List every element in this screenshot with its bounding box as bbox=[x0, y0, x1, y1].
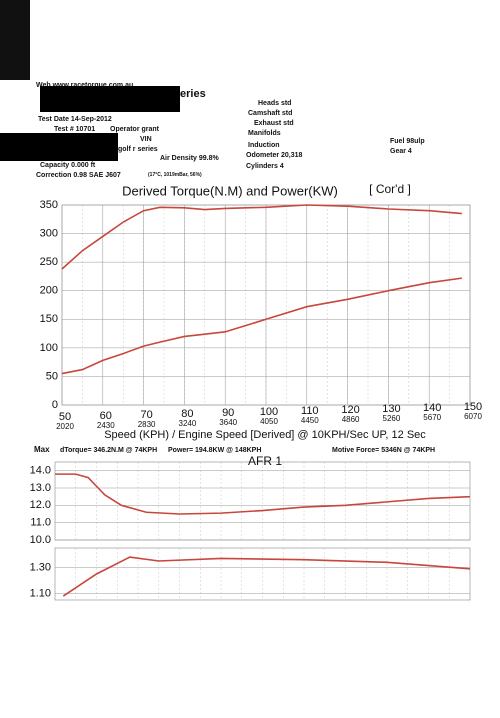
series-line bbox=[61, 204, 462, 270]
max-label: Motive Force= 5346N @ 74KPH bbox=[332, 447, 435, 454]
rpm-label: 4860 bbox=[342, 415, 360, 424]
exhaust: Exhaust std bbox=[254, 120, 294, 127]
x-tick-label: 110 bbox=[301, 405, 319, 417]
x-tick-label: 80 bbox=[181, 408, 193, 420]
rpm-label: 2020 bbox=[56, 422, 74, 431]
series-line bbox=[61, 277, 462, 375]
correction: Correction 0.98 SAE J607 bbox=[36, 172, 121, 179]
air-density: Air Density 99.8% bbox=[160, 155, 219, 162]
redaction bbox=[40, 86, 180, 112]
x-tick-label: 130 bbox=[382, 403, 400, 415]
web: Web www.racetorque.com.au bbox=[36, 82, 133, 89]
test-date: Test Date 14-Sep-2012 bbox=[38, 116, 112, 123]
y-tick-label: 100 bbox=[40, 342, 58, 354]
x-tick-label: 70 bbox=[140, 409, 152, 421]
y-tick-label: 50 bbox=[46, 370, 58, 382]
rpm-label: 6070 bbox=[464, 412, 482, 421]
y-tick-label: 12.0 bbox=[30, 499, 51, 511]
conditions: (17°C, 1019mBar, 56%) bbox=[148, 172, 202, 178]
fuel: Fuel 98ulp bbox=[390, 138, 425, 145]
paper-edge bbox=[0, 0, 500, 78]
y-tick-label: 300 bbox=[40, 227, 58, 239]
y-tick-label: 1.10 bbox=[30, 587, 51, 599]
camshaft: Camshaft std bbox=[248, 110, 293, 117]
y-tick-label: 0 bbox=[52, 399, 58, 411]
x-tick-label: 150 bbox=[464, 401, 482, 413]
rpm-label: 3240 bbox=[179, 419, 197, 428]
redaction bbox=[0, 133, 118, 161]
y-tick-label: 14.0 bbox=[30, 465, 51, 477]
test-no: Test # 10701 bbox=[54, 126, 96, 133]
capacity: Capacity 0.000 ft bbox=[40, 162, 96, 169]
y-tick-label: 10.0 bbox=[30, 534, 51, 546]
chart-title: AFR 1 bbox=[248, 454, 282, 468]
chart-subtitle: [ Cor'd ] bbox=[369, 182, 411, 196]
x-tick-label: 90 bbox=[222, 407, 234, 419]
induction: Induction bbox=[248, 142, 280, 149]
rpm-label: 2430 bbox=[97, 421, 115, 430]
rpm-label: 2830 bbox=[138, 420, 156, 429]
gear: Gear 4 bbox=[390, 148, 412, 155]
heads: Heads std bbox=[258, 100, 292, 107]
series-line bbox=[62, 556, 471, 597]
chart-title: Derived Torque(N.M) and Power(KW) bbox=[122, 183, 338, 198]
rpm-label: 3640 bbox=[219, 418, 237, 427]
y-tick-label: 200 bbox=[40, 285, 58, 297]
y-tick-label: 13.0 bbox=[30, 482, 51, 494]
manifolds: Manifolds bbox=[248, 130, 281, 137]
rpm-label: 4050 bbox=[260, 417, 278, 426]
rpm-label: 5260 bbox=[383, 414, 401, 423]
rpm-label: 5670 bbox=[423, 413, 441, 422]
paper-corner bbox=[0, 0, 30, 80]
rpm-label: 4450 bbox=[301, 416, 319, 425]
series-line bbox=[55, 473, 471, 515]
y-tick-label: 250 bbox=[40, 256, 58, 268]
max-label: Power= 194.8KW @ 148KPH bbox=[168, 447, 261, 454]
y-tick-label: 1.30 bbox=[30, 561, 51, 573]
x-tick-label: 140 bbox=[423, 402, 441, 414]
operator: Operator grant bbox=[110, 126, 160, 133]
y-tick-label: 150 bbox=[40, 313, 58, 325]
x-tick-label: 60 bbox=[100, 410, 112, 422]
x-tick-label: 50 bbox=[59, 411, 71, 423]
vin: VIN bbox=[140, 136, 152, 143]
series-fragment: eries bbox=[180, 88, 206, 100]
y-tick-label: 11.0 bbox=[30, 517, 51, 529]
max-label: Max bbox=[34, 445, 50, 454]
plot-frame bbox=[54, 461, 471, 541]
x-tick-label: 100 bbox=[260, 406, 278, 418]
x-axis-label: Speed (KPH) / Engine Speed [Derived] @ 1… bbox=[104, 429, 426, 441]
model: golf r series bbox=[118, 146, 158, 153]
x-tick-label: 120 bbox=[341, 404, 359, 416]
cylinders: Cylinders 4 bbox=[246, 163, 284, 170]
max-label: dTorque= 346.2N.M @ 74KPH bbox=[60, 447, 157, 454]
y-tick-label: 350 bbox=[40, 199, 58, 211]
odometer: Odometer 20,318 bbox=[246, 152, 303, 159]
